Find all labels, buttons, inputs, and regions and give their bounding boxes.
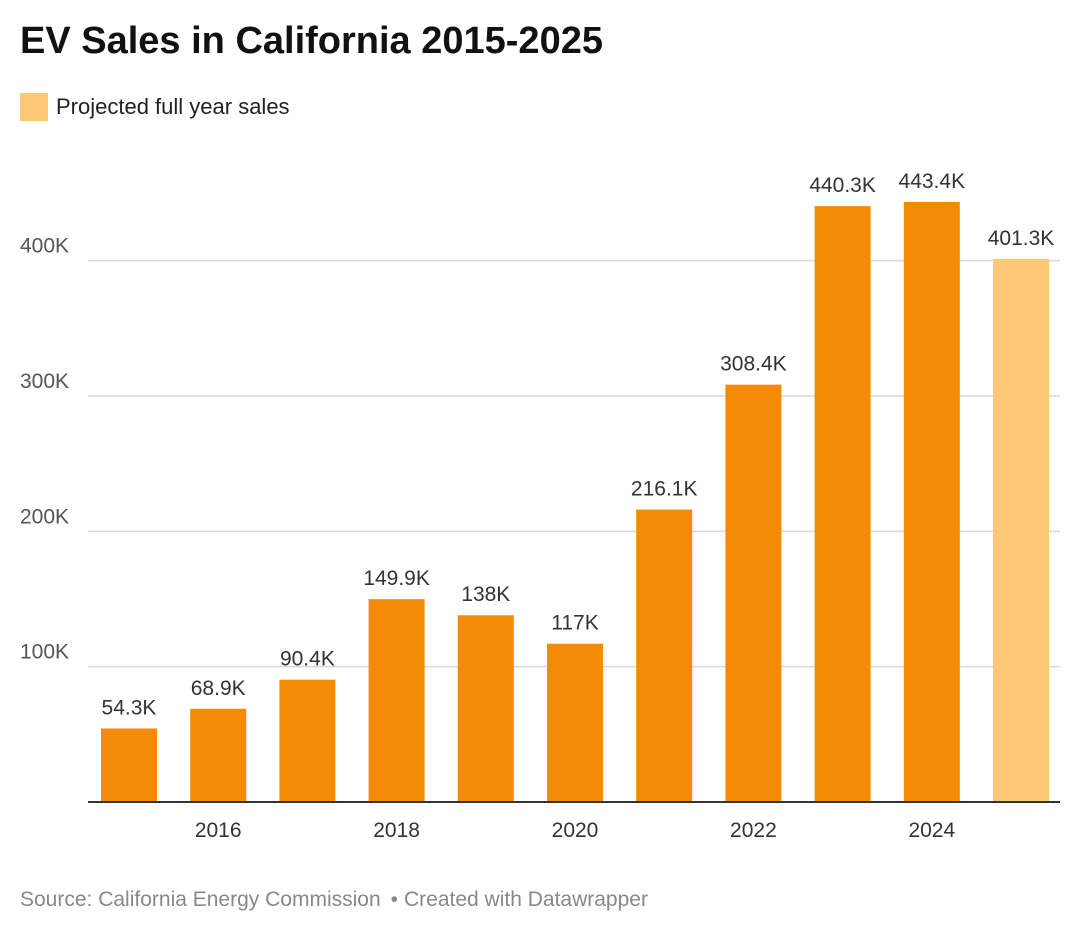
y-tick-label: 300K [20,370,69,393]
data-label-2018: 149.9K [363,567,430,590]
footer-separator: • [390,888,398,911]
bar-2018 [368,599,425,802]
chart-title: EV Sales in California 2015-2025 [20,20,603,62]
source-text: Source: California Energy Commission [20,888,381,911]
data-label-2021: 216.1K [631,478,698,501]
credit-text: Created with Datawrapper [404,888,648,911]
bar-2017 [279,679,336,802]
bar-2021 [636,509,693,802]
bar-2015 [101,728,157,802]
x-tick-label-2018: 2018 [373,819,420,842]
x-tick-label-2016: 2016 [195,819,242,842]
data-label-2024: 443.4K [899,170,966,193]
y-tick-label: 100K [20,641,69,664]
bar-2025 [993,258,1049,802]
data-label-2016: 68.9K [191,677,246,700]
data-label-2019: 138K [461,583,510,606]
data-label-2022: 308.4K [720,353,787,376]
legend: Projected full year sales [20,93,290,121]
y-tick-label: 400K [20,235,69,258]
data-label-2023: 440.3K [809,174,876,197]
x-tick-label-2022: 2022 [730,819,777,842]
legend-label-projected: Projected full year sales [56,94,290,119]
bar-2020 [547,643,603,802]
legend-swatch-projected [20,93,48,121]
bar-2022 [725,384,782,802]
bar-2024 [903,201,960,802]
data-label-2015: 54.3K [102,697,157,720]
data-label-2017: 90.4K [280,648,335,671]
bar-2016 [190,708,247,802]
x-tick-label-2020: 2020 [552,819,599,842]
data-label-2020: 117K [551,612,599,635]
footer: Source: California Energy Commission • Cre… [20,888,648,912]
y-tick-label: 200K [20,505,69,528]
data-label-2025: 401.3K [988,227,1055,250]
bar-2023 [814,206,871,802]
x-tick-label-2024: 2024 [908,819,955,842]
bar-2019 [457,615,514,802]
